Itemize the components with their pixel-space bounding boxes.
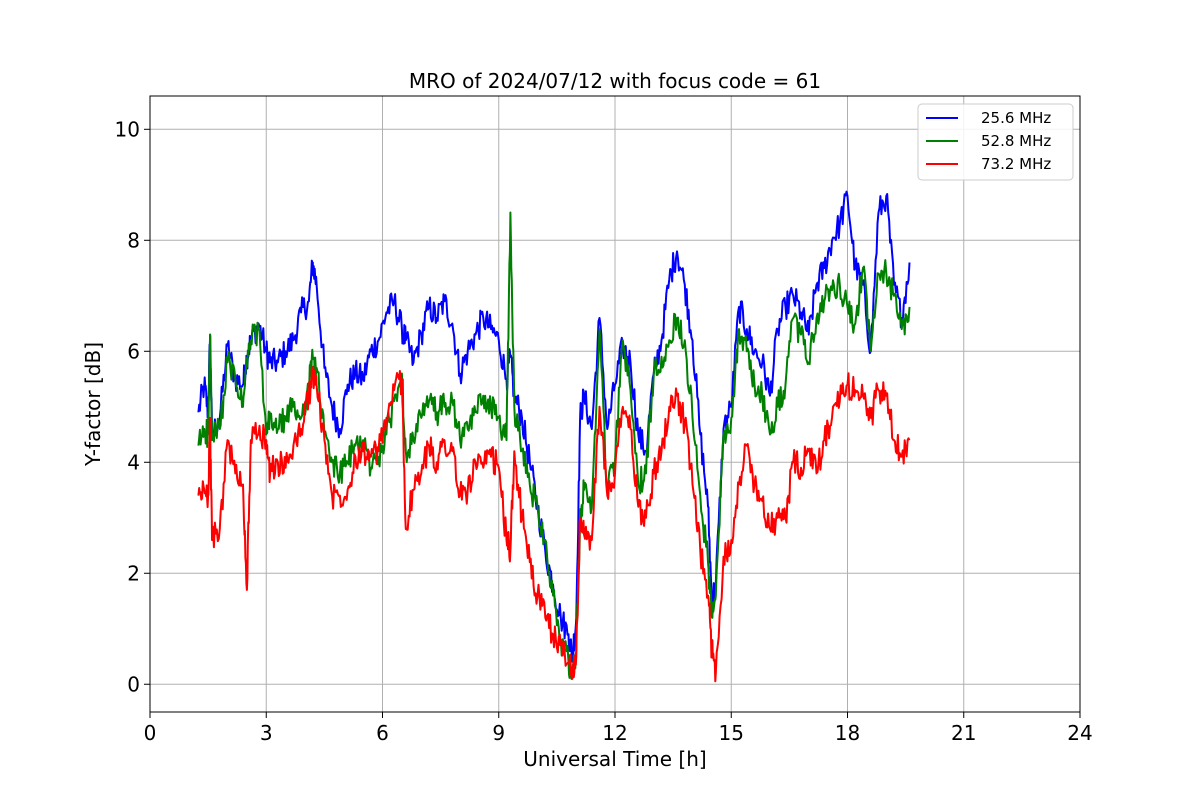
x-axis-title: Universal Time [h] — [523, 747, 706, 771]
series-lines — [197, 190, 911, 683]
series-line — [197, 365, 911, 683]
chart-title: MRO of 2024/07/12 with focus code = 61 — [409, 69, 821, 93]
y-tick-label: 10 — [115, 117, 140, 141]
legend-label: 52.8 MHz — [981, 132, 1051, 150]
legend-label: 73.2 MHz — [981, 155, 1051, 173]
y-tick-label: 8 — [127, 228, 140, 252]
y-tick-label: 0 — [127, 672, 140, 696]
x-tick-label: 6 — [376, 721, 389, 745]
x-tick-label: 15 — [719, 721, 744, 745]
y-tick-label: 4 — [127, 450, 140, 474]
x-tick-label: 21 — [951, 721, 976, 745]
x-tick-label: 12 — [602, 721, 627, 745]
x-tick-label: 3 — [260, 721, 273, 745]
x-tick-label: 9 — [492, 721, 505, 745]
legend-label: 25.6 MHz — [981, 109, 1051, 127]
x-tick-label: 18 — [835, 721, 860, 745]
y-tick-label: 6 — [127, 339, 140, 363]
x-tick-label: 24 — [1067, 721, 1092, 745]
legend-box — [917, 103, 1074, 181]
series-line — [197, 190, 911, 663]
y-axis-title: Y-factor [dB] — [81, 342, 105, 467]
series-line — [197, 211, 911, 680]
x-tick-label: 0 — [144, 721, 157, 745]
y-tick-label: 2 — [127, 561, 140, 585]
legend: 25.6 MHz 52.8 MHz 73.2 MHz — [917, 103, 1074, 181]
